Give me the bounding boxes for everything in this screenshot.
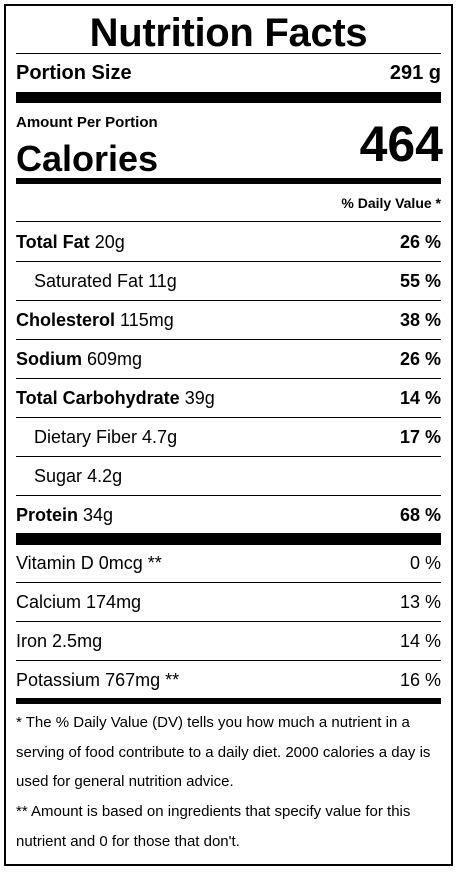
vitamin-amount: 0mcg ** bbox=[98, 553, 162, 573]
vitamin-amount: 174mg bbox=[86, 591, 142, 612]
portion-row: Portion Size 291 g bbox=[16, 56, 441, 90]
label-title: Nutrition Facts bbox=[89, 11, 368, 55]
divider bbox=[16, 378, 441, 379]
thick-divider bbox=[16, 533, 441, 545]
vitamin-dv: 16 % bbox=[399, 669, 441, 690]
nutrient-row-sugar: Sugar 4.2g bbox=[16, 457, 441, 495]
vitamin-dv: 0 % bbox=[409, 553, 441, 573]
nutrient-name: Sodium bbox=[16, 348, 82, 369]
thick-divider bbox=[16, 92, 441, 103]
vitamin-row-potassium: Potassium 767mg ** 16 % bbox=[16, 661, 441, 699]
footnote-daily-value: * The % Daily Value (DV) tells you how m… bbox=[16, 714, 431, 790]
nutrient-dv: 26 % bbox=[399, 348, 441, 369]
vitamin-name: Vitamin D bbox=[16, 553, 94, 573]
vitamin-name: Potassium bbox=[16, 669, 101, 690]
divider bbox=[16, 221, 441, 222]
nutrient-row-total-fat: Total Fat 20g 26 % bbox=[16, 223, 441, 261]
vitamin-row-calcium: Calcium 174mg 13 % bbox=[16, 583, 441, 621]
vitamin-name: Iron bbox=[16, 630, 48, 651]
nutrient-name: Total Carbohydrate bbox=[16, 387, 180, 408]
nutrient-row-cholesterol: Cholesterol 115mg 38 % bbox=[16, 301, 441, 339]
vitamin-row-iron: Iron 2.5mg 14 % bbox=[16, 622, 441, 660]
vitamin-amount: 2.5mg bbox=[52, 630, 103, 651]
divider bbox=[16, 621, 441, 622]
medium-divider bbox=[16, 178, 441, 184]
nutrient-name: Total Fat bbox=[16, 231, 90, 252]
vitamin-dv: 14 % bbox=[399, 630, 441, 651]
daily-value-header: % Daily Value * bbox=[341, 195, 441, 211]
nutrition-label: Nutrition Facts Portion Size 291 g Amoun… bbox=[4, 4, 453, 866]
nutrient-amount: 4.7g bbox=[142, 426, 178, 447]
nutrient-dv: 17 % bbox=[399, 426, 441, 447]
medium-divider bbox=[16, 698, 441, 704]
calories-label: Calories bbox=[16, 138, 159, 179]
footnote-ingredients: ** Amount is based on ingredients that s… bbox=[16, 803, 411, 850]
nutrient-amount: 4.2g bbox=[87, 465, 123, 486]
divider bbox=[16, 660, 441, 661]
nutrient-dv: 14 % bbox=[399, 387, 441, 408]
nutrient-row-saturated-fat: Saturated Fat 11g 55 % bbox=[16, 262, 441, 300]
nutrient-amount: 39g bbox=[184, 387, 215, 408]
vitamin-name: Calcium bbox=[16, 591, 82, 612]
divider bbox=[16, 261, 441, 262]
nutrient-row-dietary-fiber: Dietary Fiber 4.7g 17 % bbox=[16, 418, 441, 456]
nutrient-name: Sugar bbox=[34, 465, 83, 486]
divider bbox=[16, 582, 441, 583]
amount-per-portion: Amount Per Portion bbox=[16, 114, 158, 131]
divider bbox=[16, 495, 441, 496]
nutrient-name: Saturated Fat bbox=[34, 270, 144, 291]
nutrient-amount: 115mg bbox=[120, 309, 174, 330]
nutrient-amount: 11g bbox=[148, 270, 177, 291]
nutrient-amount: 20g bbox=[94, 231, 125, 252]
nutrient-amount: 34g bbox=[83, 504, 114, 525]
vitamin-row-vitamin-d: Vitamin D 0mcg ** 0 % bbox=[16, 545, 441, 582]
nutrient-dv: 68 % bbox=[399, 504, 441, 525]
daily-value-header-row: % Daily Value * bbox=[16, 186, 441, 220]
divider bbox=[16, 456, 441, 457]
nutrient-dv: 55 % bbox=[399, 270, 441, 291]
nutrient-name: Cholesterol bbox=[16, 309, 116, 330]
nutrient-dv: 26 % bbox=[399, 231, 441, 252]
divider bbox=[16, 53, 441, 54]
nutrient-row-protein: Protein 34g 68 % bbox=[16, 496, 441, 534]
nutrient-amount: 609mg bbox=[87, 348, 143, 369]
divider bbox=[16, 417, 441, 418]
divider bbox=[16, 300, 441, 301]
portion-value: 291 g bbox=[389, 61, 441, 84]
vitamin-dv: 13 % bbox=[399, 591, 441, 612]
portion-label: Portion Size bbox=[16, 61, 132, 84]
nutrient-name: Protein bbox=[16, 504, 79, 525]
nutrient-row-total-carbohydrate: Total Carbohydrate 39g 14 % bbox=[16, 379, 441, 417]
calories-value: 464 bbox=[359, 116, 443, 172]
nutrient-row-sodium: Sodium 609mg 26 % bbox=[16, 340, 441, 378]
nutrient-name: Dietary Fiber bbox=[34, 426, 138, 447]
divider bbox=[16, 339, 441, 340]
nutrient-dv: 38 % bbox=[399, 309, 441, 330]
vitamin-amount: 767mg ** bbox=[105, 669, 180, 690]
